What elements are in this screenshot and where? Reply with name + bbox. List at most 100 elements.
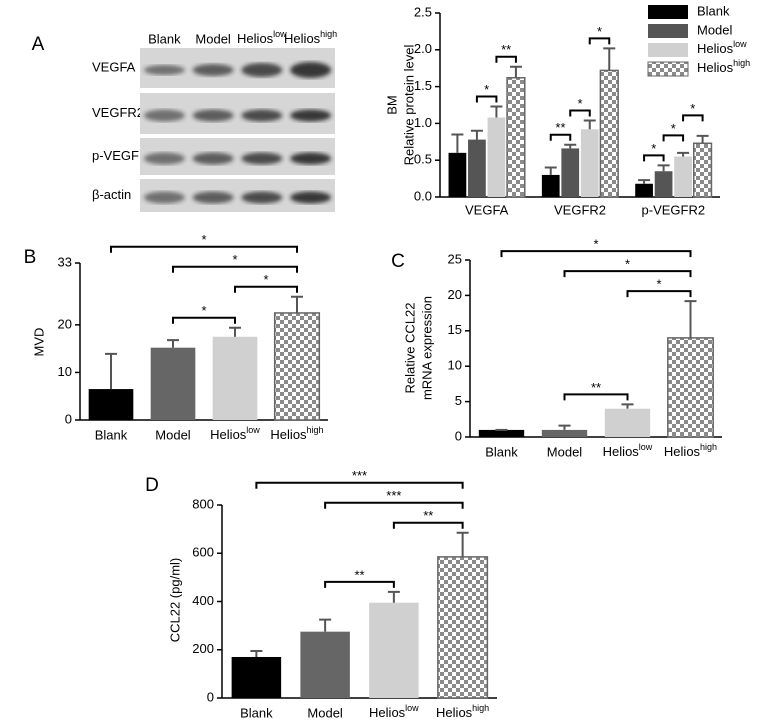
bar <box>604 408 651 437</box>
significance-bracket <box>643 154 665 162</box>
error-bar <box>684 300 697 338</box>
y-tick-label: 25 <box>448 251 462 266</box>
blot-band <box>290 152 332 165</box>
significance-bracket <box>324 580 395 588</box>
blot-band <box>290 109 332 122</box>
bar <box>150 347 196 420</box>
x-tick-label: Helioslow <box>210 425 260 442</box>
error-bar <box>105 352 117 390</box>
bar <box>300 631 350 698</box>
y-tick-label: 200 <box>192 641 214 656</box>
lane-label: Blank <box>148 31 181 46</box>
error-bar <box>603 47 616 71</box>
panel-label: B <box>24 247 37 268</box>
y-tick-label: 2.0 <box>414 41 432 56</box>
x-tick-label-base: Helios <box>210 427 247 442</box>
y-axis-label: BM <box>384 95 399 115</box>
y-tick-label: 0 <box>207 689 214 704</box>
x-tick-label-base: Helios <box>369 705 406 720</box>
significance-bracket <box>549 133 572 141</box>
x-tick-label: VEGFA <box>465 202 509 217</box>
error-bar <box>657 164 670 172</box>
error-bar <box>229 326 241 337</box>
y-tick-label: 15 <box>448 322 462 337</box>
panel-label: A <box>32 34 45 55</box>
x-tick-label: Model <box>547 444 583 459</box>
significance-label: * <box>690 101 695 116</box>
y-tick-label: 400 <box>192 593 214 608</box>
error-bar <box>291 295 303 313</box>
error-bar <box>470 129 483 140</box>
y-tick-label: 0 <box>65 411 72 426</box>
bar <box>231 656 282 698</box>
x-tick-label: VEGFR2 <box>554 202 606 217</box>
lane-label-base: Helios <box>237 31 274 46</box>
error-bar <box>167 339 179 348</box>
bar <box>541 174 560 197</box>
row-label: VEGFA <box>92 59 136 74</box>
y-axis-label: Relative protein level <box>401 45 416 166</box>
blot-band <box>192 152 234 165</box>
bar <box>478 429 525 437</box>
lane-label: Model <box>195 31 231 46</box>
significance-label: * <box>484 82 489 97</box>
y-tick-label: 2.5 <box>414 4 432 19</box>
x-tick-label-sup: low <box>246 425 260 435</box>
lane-label-base: Helios <box>284 31 321 46</box>
legend-label: Model <box>697 22 733 37</box>
significance-label: * <box>651 141 656 156</box>
bar <box>506 77 526 198</box>
blot-band <box>241 109 283 122</box>
blot-band <box>143 65 185 75</box>
y-tick-label: 0.5 <box>414 152 432 167</box>
bar <box>667 337 714 438</box>
significance-label: * <box>656 277 661 292</box>
significance-bracket <box>392 521 464 529</box>
significance-bracket <box>110 245 298 253</box>
significance-bracket <box>563 393 629 401</box>
error-bar <box>456 531 469 557</box>
error-bar <box>621 403 634 409</box>
y-tick-label: 10 <box>58 364 72 379</box>
bar <box>369 602 419 698</box>
significance-label: * <box>201 303 206 318</box>
blot-band <box>192 109 234 122</box>
y-axis-label: mRNA expression <box>419 296 434 400</box>
significance-bracket <box>255 481 464 489</box>
legend-swatch <box>648 5 688 19</box>
row-label: β-actin <box>92 187 131 202</box>
error-bar <box>509 65 522 78</box>
legend-swatch <box>647 61 689 77</box>
blot-band <box>241 152 283 165</box>
significance-label: * <box>593 237 598 252</box>
significance-bracket <box>563 270 692 278</box>
x-tick-label: Helioslow <box>603 442 653 459</box>
x-tick-label: Helioshigh <box>664 442 717 459</box>
row-label: VEGFR2 <box>92 105 144 120</box>
significance-label: * <box>671 121 676 136</box>
blot-band <box>290 191 332 204</box>
bar <box>674 156 692 197</box>
significance-label: ** <box>501 42 511 57</box>
blot-band <box>241 63 283 77</box>
significance-label: * <box>625 257 630 272</box>
y-tick-label: 20 <box>448 287 462 302</box>
error-bar <box>564 143 577 149</box>
error-bar <box>250 649 263 657</box>
blot-band <box>143 109 185 122</box>
bar <box>487 117 506 197</box>
legend-swatch <box>648 24 688 38</box>
x-tick-label-sup: low <box>405 703 419 713</box>
significance-label: *** <box>386 488 401 503</box>
significance-label: ** <box>591 380 601 395</box>
significance-bracket <box>569 109 591 117</box>
panel-label: C <box>391 251 405 272</box>
x-tick-label-sup: high <box>472 703 489 713</box>
error-bar <box>558 424 571 430</box>
legend-label: Blank <box>697 3 730 18</box>
error-bar <box>638 179 651 184</box>
significance-bracket <box>495 55 517 63</box>
y-tick-label: 33 <box>58 254 72 269</box>
blot-band <box>192 64 234 76</box>
